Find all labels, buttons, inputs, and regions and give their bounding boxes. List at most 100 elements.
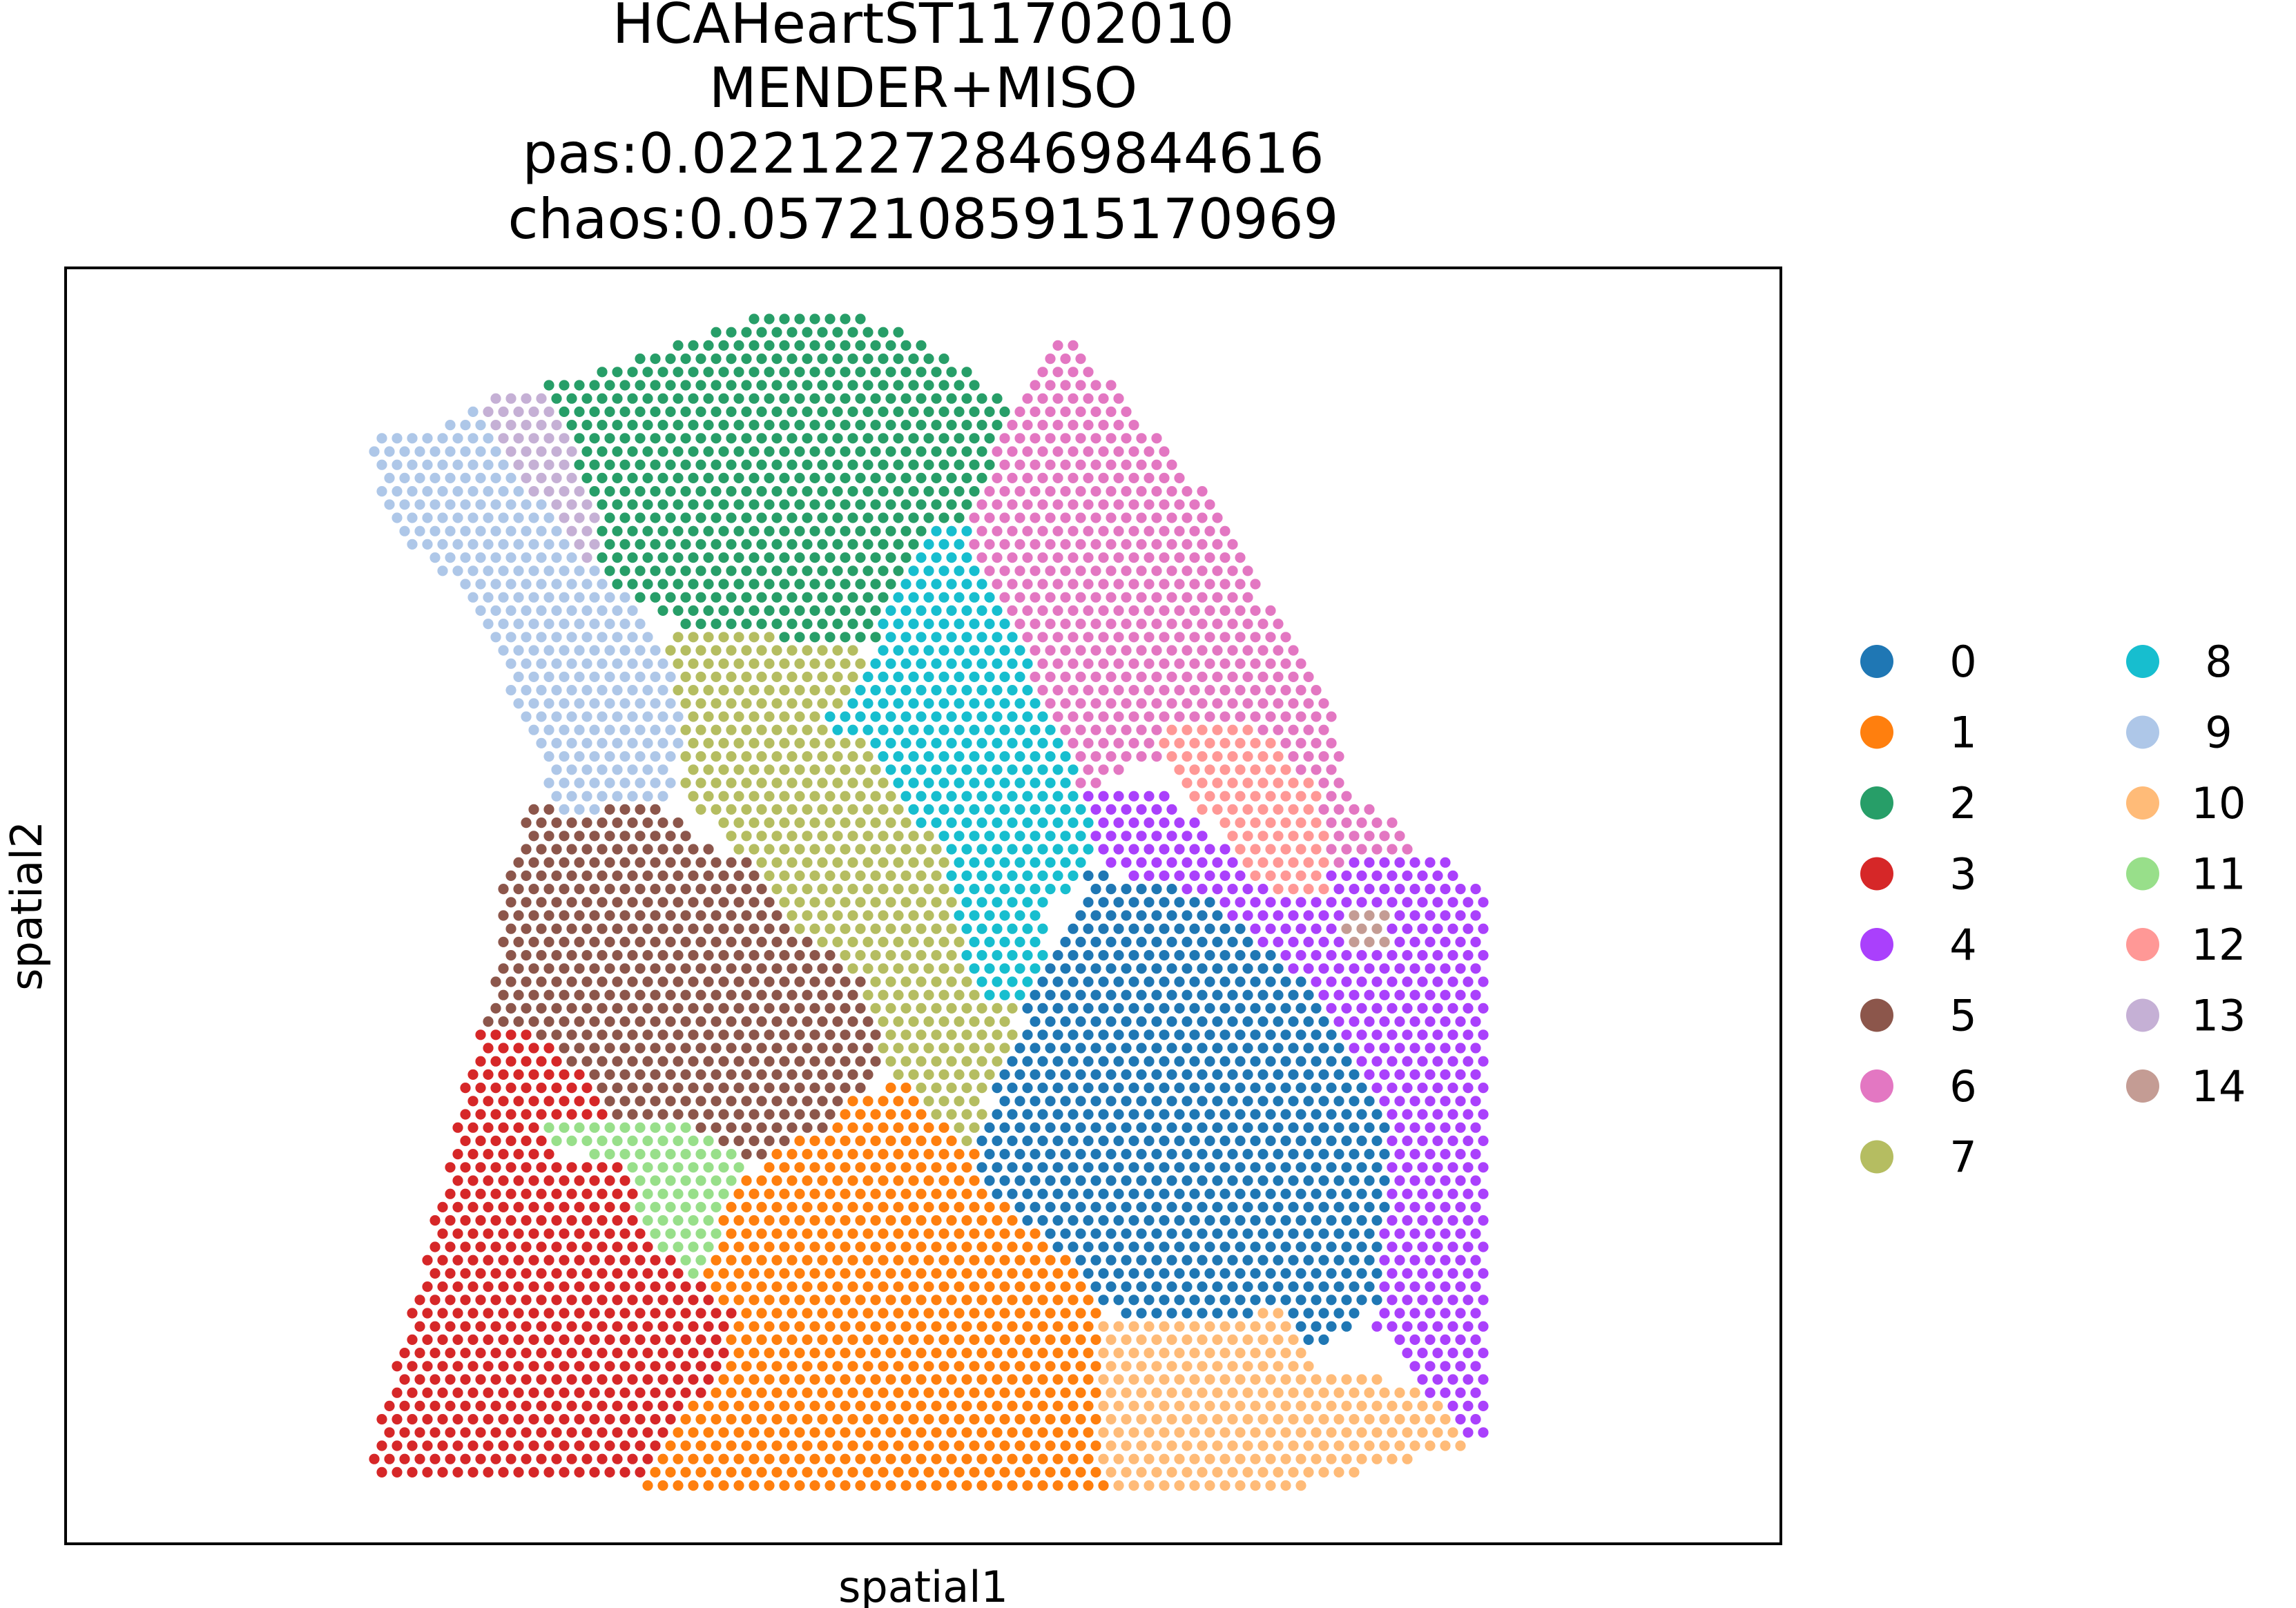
spot-cluster-7 (976, 1109, 987, 1120)
spot-cluster-2 (794, 393, 805, 404)
spot-cluster-0 (1144, 1241, 1155, 1252)
spot-cluster-0 (1197, 1201, 1208, 1212)
spot-cluster-5 (597, 923, 608, 934)
spot-cluster-11 (680, 1122, 691, 1133)
spot-cluster-7 (764, 711, 775, 722)
spot-cluster-12 (1219, 791, 1231, 802)
spot-cluster-5 (574, 1016, 585, 1027)
spot-cluster-0 (1052, 1029, 1063, 1040)
spot-cluster-7 (764, 632, 775, 643)
spot-cluster-6 (1113, 446, 1124, 457)
spot-cluster-4 (1470, 1175, 1481, 1186)
spot-cluster-0 (1068, 1135, 1079, 1146)
spot-cluster-3 (521, 1241, 532, 1252)
spot-cluster-5 (680, 1096, 691, 1107)
spot-cluster-9 (650, 724, 661, 735)
spot-cluster-5 (764, 1056, 775, 1067)
spot-cluster-6 (1060, 724, 1071, 735)
spot-cluster-0 (1273, 1149, 1284, 1160)
spot-cluster-4 (1463, 950, 1474, 961)
spot-cluster-5 (695, 1043, 706, 1054)
spot-cluster-5 (589, 989, 600, 1000)
spot-cluster-6 (1037, 579, 1048, 590)
spot-cluster-0 (1060, 1149, 1071, 1160)
spot-cluster-9 (452, 459, 463, 470)
spot-cluster-2 (673, 340, 684, 351)
spot-cluster-1 (817, 1228, 828, 1239)
spot-cluster-5 (711, 884, 722, 895)
spot-cluster-9 (559, 671, 570, 683)
spot-cluster-3 (726, 1308, 737, 1319)
spot-cluster-4 (1417, 1135, 1428, 1146)
spot-cluster-8 (954, 671, 965, 683)
spot-cluster-0 (1174, 1241, 1185, 1252)
spot-cluster-2 (627, 393, 638, 404)
spot-cluster-4 (1455, 1201, 1466, 1212)
spot-cluster-7 (802, 724, 813, 735)
spot-cluster-2 (597, 499, 608, 510)
spot-cluster-4 (1349, 857, 1360, 868)
spot-cluster-1 (802, 1228, 813, 1239)
spot-cluster-6 (1204, 525, 1215, 536)
spot-cluster-12 (1318, 857, 1329, 868)
spot-cluster-9 (460, 420, 471, 431)
spot-cluster-4 (1447, 1295, 1458, 1306)
spot-cluster-10 (1121, 1334, 1132, 1345)
spot-cluster-5 (779, 923, 790, 934)
spot-cluster-9 (384, 499, 395, 510)
spot-cluster-0 (1371, 1162, 1382, 1173)
spot-cluster-0 (1265, 976, 1276, 987)
spot-cluster-12 (1159, 737, 1170, 748)
spot-cluster-6 (1204, 632, 1215, 643)
spot-cluster-4 (1432, 1109, 1443, 1120)
spot-cluster-4 (1440, 1334, 1451, 1345)
spot-cluster-3 (452, 1414, 463, 1425)
spot-cluster-7 (817, 831, 828, 842)
spot-cluster-10 (1197, 1440, 1208, 1451)
spot-cluster-2 (862, 433, 874, 444)
spot-cluster-1 (733, 1188, 744, 1199)
spot-cluster-1 (771, 1255, 782, 1266)
spot-cluster-7 (733, 658, 744, 669)
spot-cluster-0 (1280, 1083, 1291, 1094)
spot-cluster-0 (1075, 1149, 1086, 1160)
spot-cluster-3 (521, 1374, 532, 1385)
spot-cluster-11 (688, 1135, 699, 1146)
spot-cluster-0 (1098, 1241, 1109, 1252)
spot-cluster-6 (1212, 592, 1223, 603)
spot-cluster-0 (1303, 1281, 1314, 1292)
spot-cluster-11 (635, 1122, 646, 1133)
spot-cluster-4 (1417, 1348, 1428, 1359)
spot-cluster-1 (794, 1188, 805, 1199)
spot-cluster-4 (1478, 1215, 1489, 1226)
spot-cluster-3 (574, 1201, 585, 1212)
spot-cluster-2 (931, 472, 942, 484)
spot-cluster-5 (703, 1056, 714, 1067)
spot-cluster-0 (1227, 1281, 1238, 1292)
spot-cluster-2 (657, 579, 668, 590)
spot-cluster-2 (794, 472, 805, 484)
spot-cluster-2 (604, 539, 615, 550)
spot-cluster-8 (946, 737, 957, 748)
spot-cluster-4 (1288, 910, 1299, 921)
spot-cluster-7 (733, 764, 744, 775)
spot-cluster-9 (536, 552, 547, 563)
spot-cluster-2 (787, 539, 798, 550)
spot-cluster-3 (589, 1228, 600, 1239)
spot-cluster-6 (1037, 685, 1048, 696)
spot-cluster-3 (536, 1321, 547, 1332)
spot-cluster-9 (574, 751, 585, 762)
spot-cluster-9 (414, 446, 425, 457)
spot-cluster-8 (931, 817, 942, 829)
spot-cluster-11 (726, 1149, 737, 1160)
spot-cluster-9 (597, 685, 608, 696)
spot-cluster-2 (885, 525, 896, 536)
spot-cluster-0 (1106, 1228, 1117, 1239)
spot-cluster-6 (1250, 605, 1261, 617)
spot-cluster-5 (779, 1109, 790, 1120)
spot-cluster-6 (1075, 724, 1086, 735)
spot-cluster-5 (521, 817, 532, 829)
spot-cluster-1 (969, 1334, 980, 1345)
spot-cluster-0 (1106, 1149, 1117, 1160)
spot-cluster-4 (1197, 831, 1208, 842)
